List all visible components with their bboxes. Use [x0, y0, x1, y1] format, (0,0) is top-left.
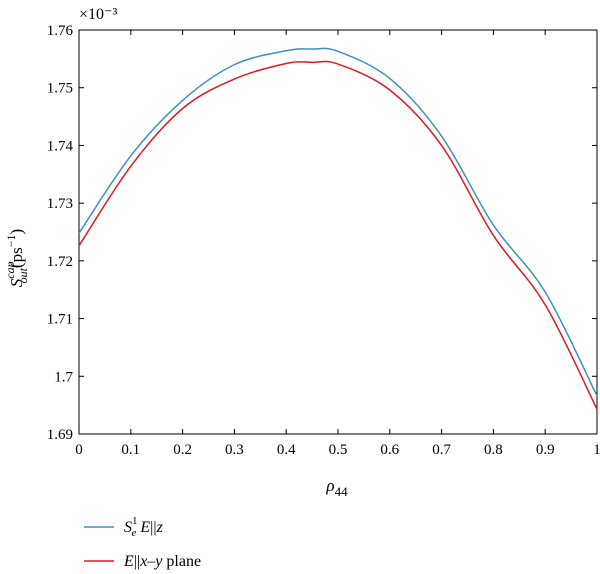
y-tick-label: 1.7 [54, 369, 73, 385]
y-tick-label: 1.69 [47, 427, 73, 443]
svg-text:Scapout(ps−1): Scapout(ps−1) [3, 229, 30, 287]
y-tick-label: 1.75 [47, 81, 73, 97]
x-tick-label: 0.6 [380, 442, 399, 458]
x-tick-label: 0.4 [277, 442, 296, 458]
y-tick-label: 1.73 [47, 196, 73, 212]
series-layer [78, 47, 598, 410]
x-tick-label: 0.7 [432, 442, 451, 458]
x-tick-label: 0.3 [225, 442, 244, 458]
y-multiplier-label: ×10⁻³ [79, 6, 117, 23]
x-tick-label: 0.5 [329, 442, 348, 458]
series-line-1 [78, 47, 598, 397]
x-tick-label: 0.2 [173, 442, 192, 458]
x-tick-label: 0.9 [536, 442, 555, 458]
plot-frame [78, 29, 598, 435]
legend-label-series-2: E||x–y plane [123, 553, 201, 570]
y-tick-label: 1.74 [47, 138, 74, 154]
series-line-2 [78, 60, 598, 410]
x-tick-label: 1 [593, 442, 600, 458]
x-tick-label: 0.8 [484, 442, 503, 458]
axes: 0 0.1 0.2 0.3 0.4 0.5 0.6 0.7 0.8 0.9 1 1.69 1.7 1.71… [47, 23, 600, 458]
x-tick-label: 0.1 [121, 442, 140, 458]
x-axis-label: ρ44 [325, 476, 348, 499]
y-axis-label: Scapout(ps−1) [3, 229, 30, 287]
y-tick-label: 1.71 [47, 312, 73, 328]
plot-area [78, 29, 598, 435]
y-tick-label: 1.76 [47, 23, 74, 39]
y-tick-label: 1.72 [47, 254, 73, 270]
legend-label-series-1: S1 e E||z [124, 515, 164, 539]
x-tick-label: 0 [75, 442, 83, 458]
legend: S1 e E||z E||x–y plane [84, 515, 201, 570]
